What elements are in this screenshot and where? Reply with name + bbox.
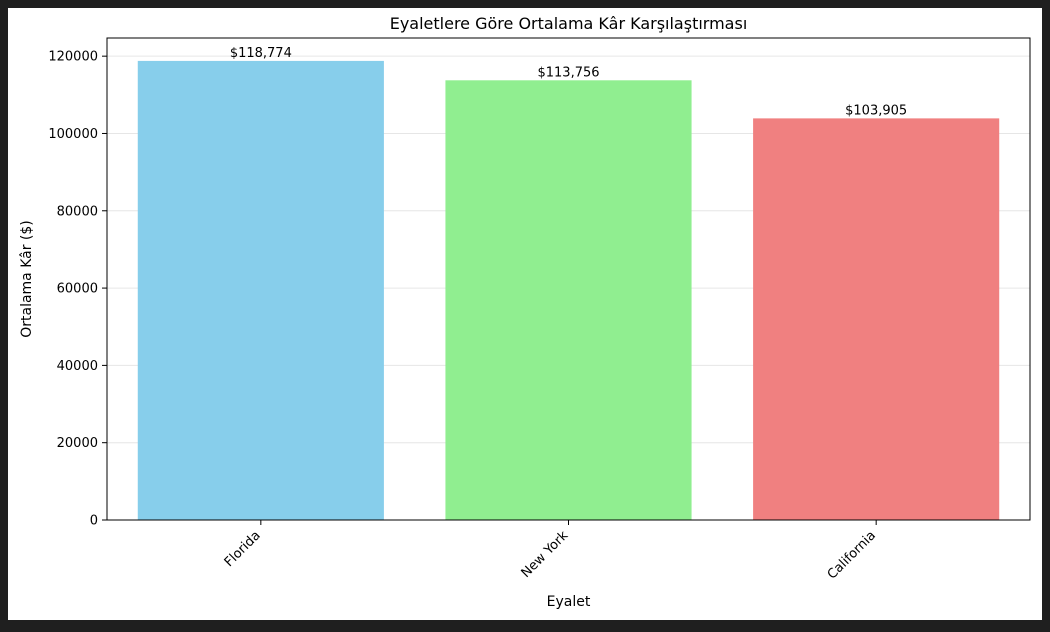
x-axis: Florida New York California (222, 520, 879, 582)
bars (137, 60, 1000, 521)
y-tick-label: 40000 (57, 359, 98, 374)
y-tick-label: 0 (90, 514, 98, 529)
bar-value-label: $103,905 (845, 103, 907, 118)
x-tick-label: Florida (222, 528, 264, 570)
chart-figure: Eyaletlere Göre Ortalama Kâr Karşılaştır… (8, 8, 1042, 620)
y-axis-title: Ortalama Kâr ($) (19, 220, 35, 338)
y-tick-label: 60000 (57, 282, 98, 297)
bar-value-label: $118,774 (230, 46, 292, 61)
x-tick-label: California (825, 528, 879, 582)
bar-florida (137, 60, 384, 520)
y-tick-label: 120000 (48, 50, 98, 65)
y-tick-label: 100000 (48, 127, 98, 142)
x-axis-title: Eyalet (547, 594, 591, 610)
bar-chart: Eyaletlere Göre Ortalama Kâr Karşılaştır… (19, 14, 1031, 610)
chart-title: Eyaletlere Göre Ortalama Kâr Karşılaştır… (390, 14, 748, 33)
x-tick-label: New York (519, 528, 572, 581)
y-axis: 0 20000 40000 60000 80000 100000 120000 (48, 50, 107, 529)
value-labels: $118,774 $113,756 $103,905 (230, 46, 907, 118)
bar-value-label: $113,756 (537, 65, 599, 80)
bar-california (753, 118, 1000, 521)
y-tick-label: 20000 (57, 436, 98, 451)
y-tick-label: 80000 (57, 204, 98, 219)
bar-new-york (445, 80, 692, 521)
